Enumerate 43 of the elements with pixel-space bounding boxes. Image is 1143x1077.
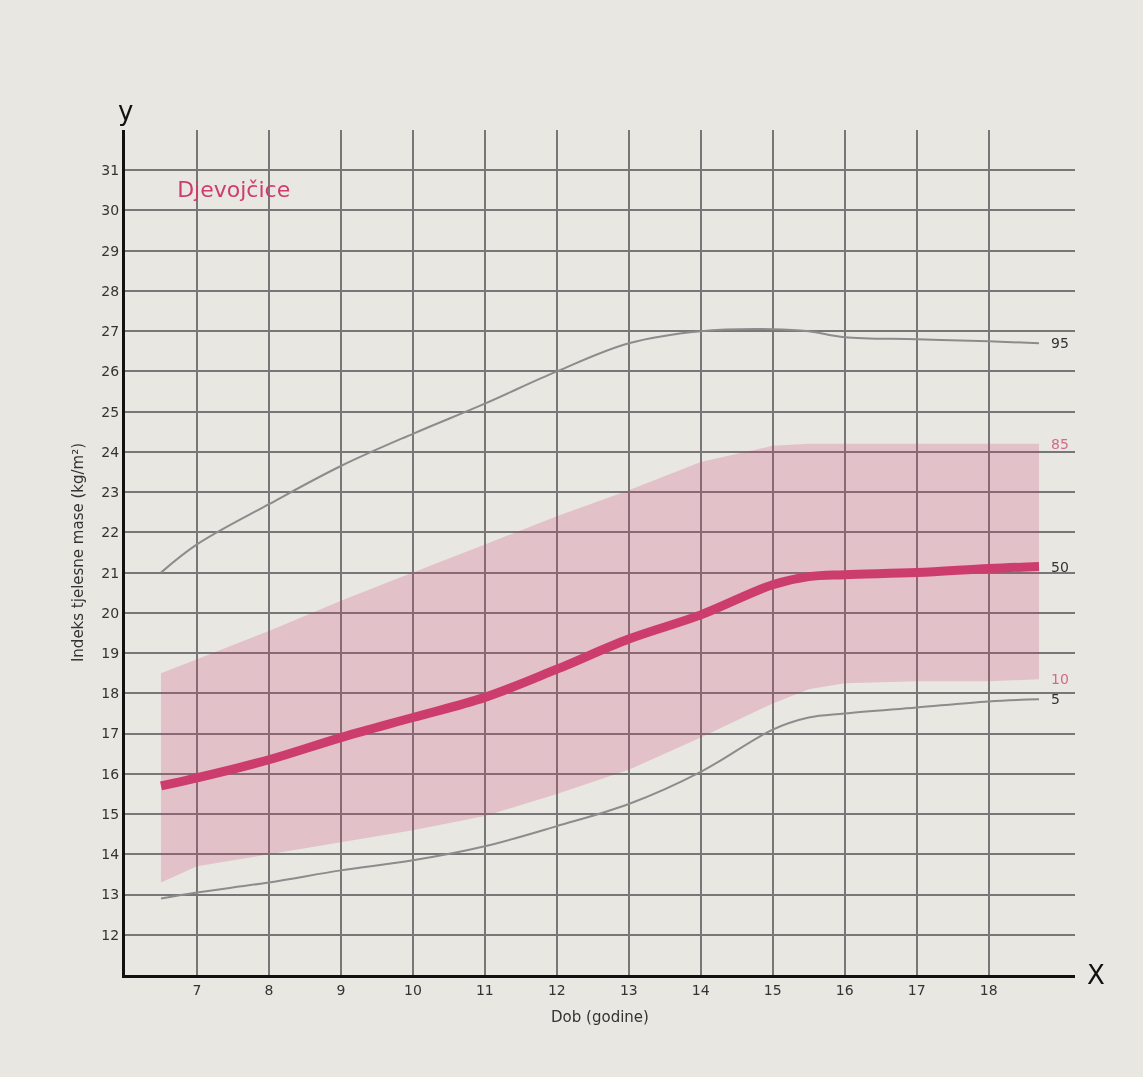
y-tick-label: 26 bbox=[101, 363, 120, 380]
text: y bbox=[118, 96, 134, 126]
x-tick-label: 11 bbox=[475, 981, 494, 998]
text: X bbox=[1087, 960, 1105, 990]
y-tick-label: 28 bbox=[101, 282, 120, 299]
x-tick-label: 13 bbox=[619, 981, 638, 998]
x-tick-label: 15 bbox=[763, 981, 782, 998]
y-tick-label: 24 bbox=[101, 443, 120, 460]
line-series bbox=[159, 698, 1041, 900]
x-tick-label: 18 bbox=[979, 981, 998, 998]
x-axis-title: Dob (godine) bbox=[551, 1007, 649, 1026]
y-tick-label: 23 bbox=[101, 484, 120, 501]
y-tick-label: 16 bbox=[101, 765, 120, 782]
y-tick-label: 19 bbox=[101, 645, 120, 661]
y-tick-label: 12 bbox=[101, 926, 120, 943]
y-tick-label: 18 bbox=[101, 685, 120, 702]
annotation: 85 bbox=[1051, 436, 1069, 452]
y-tick-label: 17 bbox=[101, 725, 120, 742]
series-label: 5 bbox=[1051, 691, 1060, 707]
x-tick-label: 16 bbox=[835, 981, 854, 998]
annotation: 10 bbox=[1051, 671, 1069, 687]
y-tick-label: 13 bbox=[101, 886, 120, 903]
y-tick-label: 29 bbox=[101, 242, 120, 259]
x-tick-label: 14 bbox=[691, 981, 710, 998]
y-tick-label: 20 bbox=[101, 604, 120, 621]
x-tick-label: 17 bbox=[907, 981, 926, 998]
y-tick-label: 15 bbox=[101, 805, 120, 822]
y-tick-label: 21 bbox=[101, 564, 120, 581]
y-tick-label: 27 bbox=[101, 323, 120, 340]
x-tick-label: 10 bbox=[403, 981, 422, 998]
y-tick-label: 30 bbox=[101, 202, 120, 219]
y-tick-label: 25 bbox=[101, 403, 120, 420]
y-axis-title: Indeks tjelesne mase (kg/m²) bbox=[68, 442, 87, 663]
x-tick-label: 7 bbox=[192, 981, 202, 998]
x-tick-label: 8 bbox=[264, 981, 274, 998]
series-label: 50 bbox=[1051, 559, 1069, 575]
x-tick-label: 12 bbox=[547, 981, 566, 998]
y-tick-label: 14 bbox=[101, 846, 120, 863]
x-tick-label: 9 bbox=[336, 981, 346, 998]
series-label: 95 bbox=[1051, 335, 1069, 351]
y-tick-label: 22 bbox=[101, 524, 120, 541]
line-series bbox=[159, 328, 1041, 574]
y-tick-label: 31 bbox=[101, 162, 120, 179]
